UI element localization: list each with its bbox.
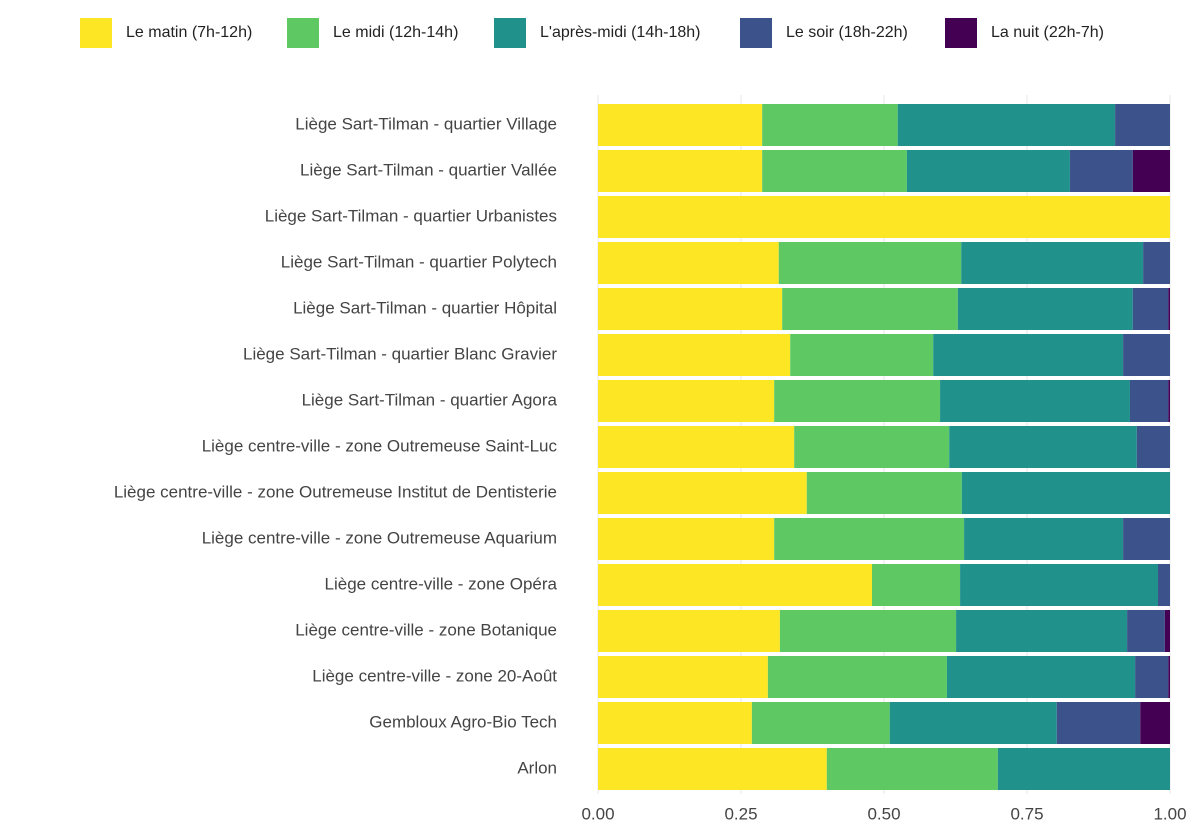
bar-segment [897, 104, 1116, 146]
bar-segment [762, 104, 898, 146]
y-tick-label: Liège Sart-Tilman - quartier Blanc Gravi… [243, 344, 557, 363]
y-tick-label: Liège centre-ville - zone Outremeuse Ins… [114, 482, 557, 501]
y-tick-label: Liège Sart-Tilman - quartier Urbanistes [265, 206, 557, 225]
bar-segment [778, 242, 962, 284]
legend-swatch [287, 18, 319, 48]
x-tick-label: 0.75 [1010, 804, 1043, 823]
bar-segment [598, 610, 780, 652]
y-tick-label: Liège Sart-Tilman - quartier Polytech [281, 252, 557, 271]
x-tick-label: 0.50 [867, 804, 900, 823]
bar-segment [598, 242, 779, 284]
bar-segment [1168, 288, 1170, 330]
legend-label: La nuit (22h-7h) [991, 24, 1104, 41]
bar-segment [790, 334, 934, 376]
bar-segment [598, 426, 795, 468]
bar-segment [1168, 656, 1170, 698]
bar-segment [957, 288, 1133, 330]
y-tick-label: Liège centre-ville - zone 20-Août [312, 666, 557, 685]
bar-segment [762, 150, 907, 192]
bar-segment [598, 518, 775, 560]
x-tick-label: 1.00 [1153, 804, 1186, 823]
bar-segment [946, 656, 1136, 698]
y-tick-label: Liège centre-ville - zone Opéra [325, 574, 558, 593]
y-tick-label: Liège centre-ville - zone Outremeuse Sai… [202, 436, 558, 455]
bar-segment [794, 426, 950, 468]
bar-segment [1132, 150, 1170, 192]
bar-segment [806, 472, 962, 514]
x-tick-label: 0.25 [724, 804, 757, 823]
legend-swatch [80, 18, 112, 48]
bar-segment [964, 518, 1124, 560]
bar-segment [960, 564, 1158, 606]
x-tick-label: 0.00 [581, 804, 614, 823]
y-tick-label: Liège Sart-Tilman - quartier Vallée [300, 160, 557, 179]
bar-segment [1069, 150, 1133, 192]
bar-segment [598, 104, 763, 146]
legend-label: Le soir (18h-22h) [786, 24, 908, 41]
bar-segment [1136, 426, 1170, 468]
bar-segment [598, 702, 752, 744]
legend-label: Le midi (12h-14h) [333, 24, 458, 41]
bar-segment [1140, 702, 1170, 744]
bar-segment [1115, 104, 1170, 146]
bar-segment [1132, 288, 1169, 330]
bar-segment [598, 656, 768, 698]
y-tick-label: Liège Sart-Tilman - quartier Village [295, 114, 557, 133]
y-tick-label: Liège centre-ville - zone Botanique [295, 620, 557, 639]
bar-segment [598, 380, 775, 422]
bar-segment [598, 472, 807, 514]
bar-segment [961, 242, 1144, 284]
legend-swatch [945, 18, 977, 48]
bar-segment [767, 656, 947, 698]
bar-segment [598, 564, 872, 606]
bar-segment [774, 518, 965, 560]
bar-segment [961, 472, 1170, 514]
bar-segment [1157, 564, 1170, 606]
bar-segment [1164, 610, 1170, 652]
bar-segment [1123, 334, 1170, 376]
bar-segment [997, 748, 1170, 790]
bar-segment [949, 426, 1137, 468]
bar-segment [889, 702, 1057, 744]
bar-segment [906, 150, 1070, 192]
bar-segment [751, 702, 890, 744]
bar-segment [598, 334, 791, 376]
bar-segment [779, 610, 957, 652]
bar-segment [598, 288, 783, 330]
bar-segment [774, 380, 941, 422]
y-tick-label: Arlon [517, 758, 557, 777]
y-tick-label: Liège Sart-Tilman - quartier Hôpital [293, 298, 557, 317]
bar-segment [933, 334, 1124, 376]
bar-segment [1129, 380, 1169, 422]
bar-segment [1135, 656, 1169, 698]
bar-segment [871, 564, 961, 606]
y-tick-label: Liège Sart-Tilman - quartier Agora [302, 390, 558, 409]
bar-segment [782, 288, 958, 330]
bar-segment [598, 150, 763, 192]
bar-segment [956, 610, 1128, 652]
bar-segment [1168, 380, 1170, 422]
bar-segment [598, 748, 827, 790]
legend-label: L'après-midi (14h-18h) [540, 24, 700, 41]
bar-segment [1127, 610, 1165, 652]
bar-segment [940, 380, 1130, 422]
bar-segment [598, 196, 1170, 238]
legend-swatch [740, 18, 772, 48]
y-tick-label: Liège centre-ville - zone Outremeuse Aqu… [202, 528, 557, 547]
bar-segment [1143, 242, 1170, 284]
legend-label: Le matin (7h-12h) [126, 24, 252, 41]
bar-segment [1123, 518, 1170, 560]
bar-segment [1056, 702, 1141, 744]
legend-swatch [494, 18, 526, 48]
y-tick-label: Gembloux Agro-Bio Tech [369, 712, 557, 731]
bar-segment [826, 748, 998, 790]
